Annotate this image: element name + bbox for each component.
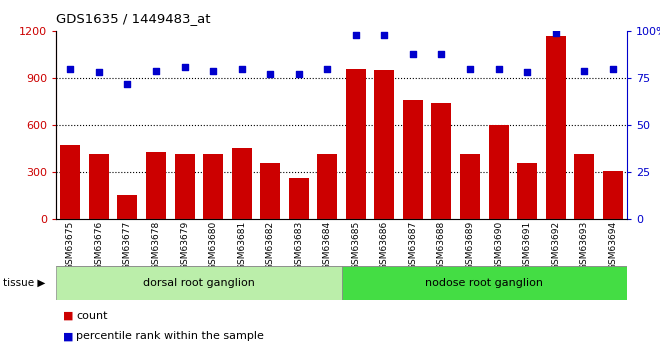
Text: ■: ■ [63, 311, 73, 321]
Bar [146, 152, 166, 219]
Bar [174, 154, 195, 219]
Bar [342, 266, 627, 300]
Bar [288, 178, 309, 219]
Bar [317, 154, 337, 219]
Point [322, 66, 333, 71]
Bar [517, 164, 537, 219]
Point [294, 71, 304, 77]
Point [265, 71, 275, 77]
Bar [432, 103, 451, 219]
Point [579, 68, 589, 73]
Text: count: count [76, 311, 108, 321]
Text: dorsal root ganglion: dorsal root ganglion [143, 278, 255, 288]
Point [236, 66, 247, 71]
Text: ■: ■ [63, 332, 73, 341]
Bar [203, 154, 223, 219]
Point [65, 66, 76, 71]
Bar [403, 100, 423, 219]
Point [465, 66, 475, 71]
Point [180, 64, 190, 70]
Bar [89, 154, 109, 219]
Bar [260, 163, 280, 219]
Point [408, 51, 418, 56]
Point [150, 68, 161, 73]
Bar [232, 148, 251, 219]
Point [607, 66, 618, 71]
Bar [546, 36, 566, 219]
Bar [374, 70, 395, 219]
Point [94, 70, 104, 75]
Bar [60, 146, 81, 219]
Bar [56, 266, 342, 300]
Point [436, 51, 447, 56]
Bar [488, 125, 509, 219]
Text: tissue ▶: tissue ▶ [3, 278, 46, 288]
Text: GDS1635 / 1449483_at: GDS1635 / 1449483_at [56, 12, 211, 25]
Point [550, 30, 561, 36]
Bar [117, 195, 137, 219]
Point [208, 68, 218, 73]
Text: percentile rank within the sample: percentile rank within the sample [76, 332, 264, 341]
Text: nodose root ganglion: nodose root ganglion [425, 278, 543, 288]
Bar [460, 154, 480, 219]
Bar [346, 69, 366, 219]
Point [493, 66, 504, 71]
Point [122, 81, 133, 87]
Point [350, 32, 361, 38]
Point [522, 70, 533, 75]
Bar [603, 171, 623, 219]
Bar [574, 154, 594, 219]
Point [379, 32, 389, 38]
